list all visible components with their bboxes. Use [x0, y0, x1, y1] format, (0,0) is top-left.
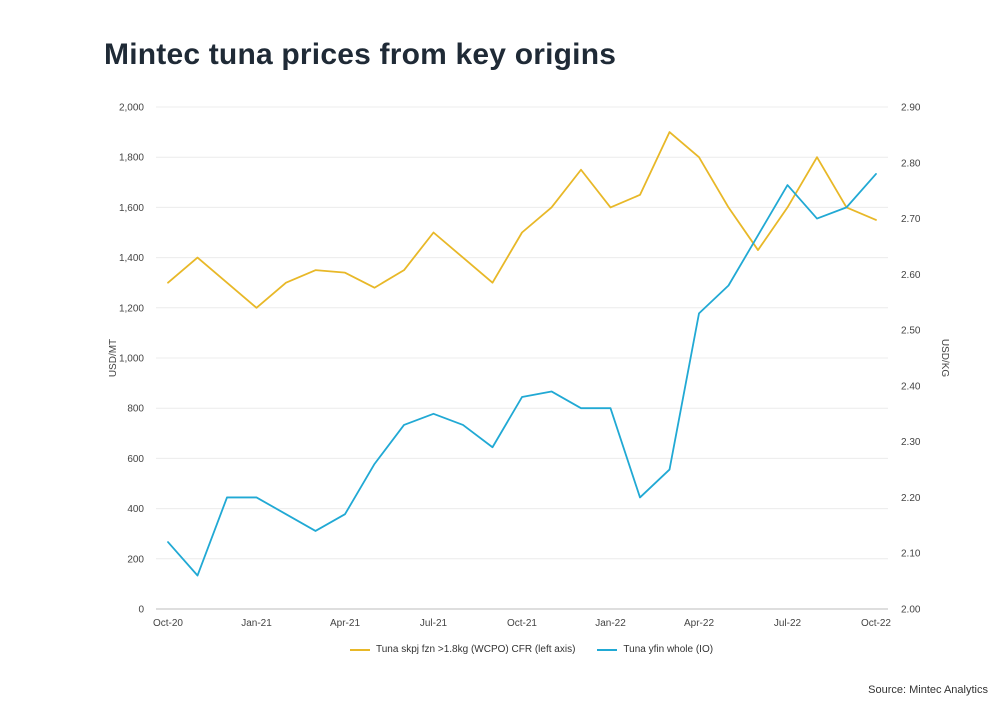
x-tick-label: Oct-20: [153, 618, 183, 629]
legend-label-skipjack: Tuna skpj fzn >1.8kg (WCPO) CFR (left ax…: [376, 644, 576, 655]
y-left-tick-label: 1,000: [119, 354, 144, 365]
series-line-skipjack: [167, 131, 877, 309]
y-left-tick-label: 2,000: [119, 103, 144, 114]
x-tick-label: Apr-22: [684, 618, 714, 629]
legend-label-yellowfin: Tuna yfin whole (IO): [623, 644, 714, 655]
y-left-tick-label: 800: [127, 404, 144, 415]
y-axis-left-title: USD/MT: [108, 339, 119, 377]
y-left-tick-label: 1,600: [119, 203, 144, 214]
y-left-tick-label: 0: [138, 605, 144, 616]
y-axis-right-title: USD/KG: [939, 339, 950, 378]
legend-swatch-skipjack: [350, 648, 370, 651]
x-tick-label: Apr-21: [330, 618, 360, 629]
y-right-tick-label: 2.70: [901, 214, 921, 225]
x-tick-label: Oct-22: [861, 618, 891, 629]
x-tick-label: Jul-21: [420, 618, 448, 629]
y-left-tick-label: 1,800: [119, 153, 144, 164]
y-left-tick-label: 600: [127, 454, 144, 465]
source-note: Source: Mintec Analytics: [868, 684, 988, 696]
x-tick-label: Jul-22: [774, 618, 802, 629]
y-right-tick-label: 2.10: [901, 549, 921, 560]
legend-item-yellowfin: Tuna yfin whole (IO): [597, 644, 713, 655]
x-tick-label: Oct-21: [507, 618, 537, 629]
x-tick-label: Jan-22: [595, 618, 626, 629]
y-left-tick-label: 200: [127, 554, 144, 565]
y-right-tick-label: 2.40: [901, 381, 921, 392]
y-right-tick-label: 2.00: [901, 605, 921, 616]
x-tick-label: Jan-21: [241, 618, 272, 629]
chart-legend: Tuna skpj fzn >1.8kg (WCPO) CFR (left ax…: [350, 644, 713, 655]
y-right-tick-label: 2.30: [901, 437, 921, 448]
y-left-tick-label: 400: [127, 504, 144, 515]
y-right-tick-label: 2.90: [901, 103, 921, 114]
y-right-tick-label: 2.50: [901, 326, 921, 337]
y-right-tick-label: 2.60: [901, 270, 921, 281]
legend-item-skipjack: Tuna skpj fzn >1.8kg (WCPO) CFR (left ax…: [350, 644, 575, 655]
chart-title: Mintec tuna prices from key origins: [104, 38, 617, 71]
series-line-yellowfin: [167, 173, 877, 577]
legend-swatch-yellowfin: [597, 648, 618, 651]
y-left-tick-label: 1,400: [119, 253, 144, 264]
y-right-tick-label: 2.20: [901, 493, 921, 504]
y-right-tick-label: 2.80: [901, 158, 921, 169]
y-left-tick-label: 1,200: [119, 303, 144, 314]
